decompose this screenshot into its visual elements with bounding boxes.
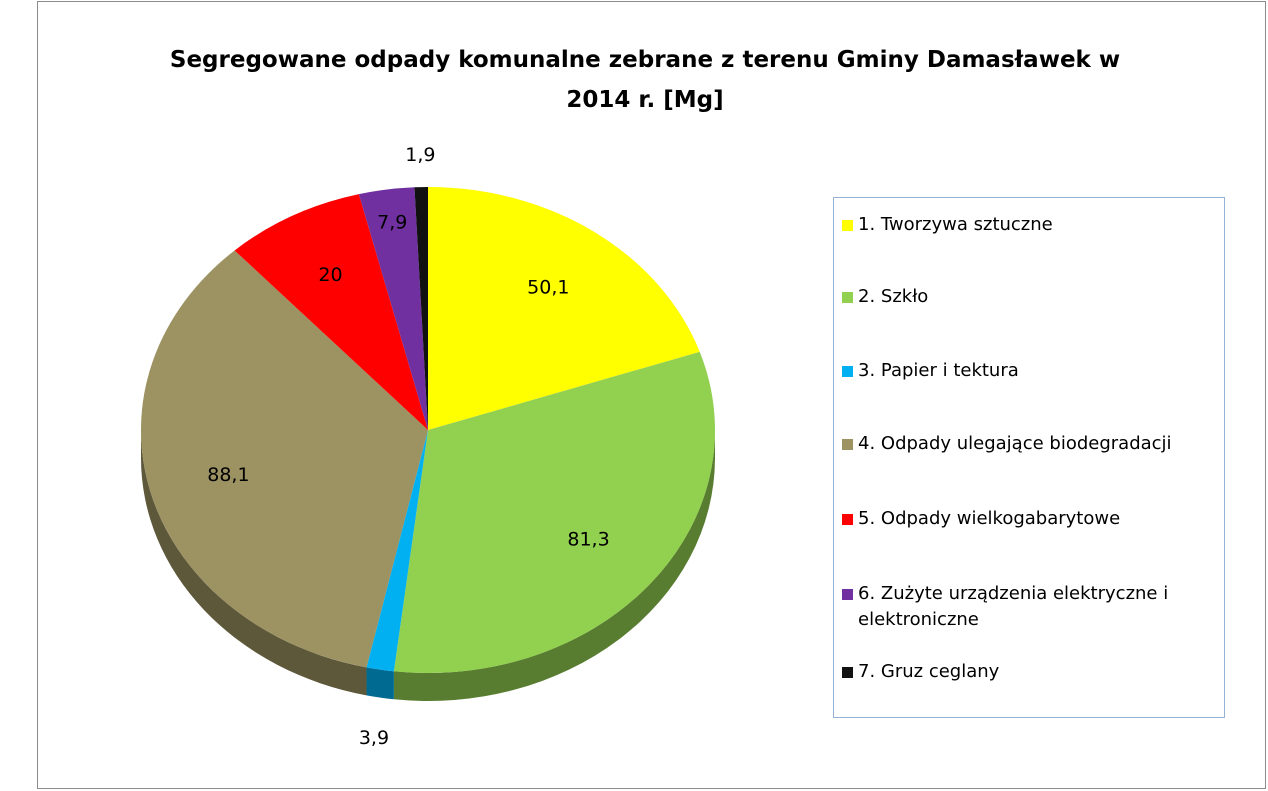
pie-sides (141, 430, 715, 701)
legend: 1. Tworzywa sztuczne 2. Szkło 3. Papier i … (833, 197, 1225, 718)
chart-title: Segregowane odpady komunalne zebrane z t… (169, 47, 1121, 113)
data-label: 20 (318, 264, 342, 286)
data-label: 3,9 (359, 727, 389, 749)
legend-item: 1. Tworzywa sztuczne (842, 212, 1217, 238)
legend-label: 2. Szkło (858, 286, 929, 307)
legend-label: 5. Odpady wielkogabarytowe (858, 508, 1121, 529)
legend-label: 1. Tworzywa sztuczne (858, 214, 1053, 235)
pie-slice (414, 187, 428, 430)
legend-swatch (842, 589, 853, 600)
legend-item: 6. Zużyte urządzenia elektryczne i elekt… (842, 581, 1217, 633)
pie-slice (234, 194, 428, 430)
legend-label: 3. Papier i tektura (858, 360, 1019, 381)
legend-swatch (842, 439, 853, 450)
data-label: 1,9 (405, 144, 435, 166)
legend-label: 7. Gruz ceglany (858, 661, 1000, 682)
pie-side (141, 430, 367, 696)
data-label: 7,9 (377, 212, 407, 234)
legend-swatch (842, 514, 853, 525)
data-label: 50,1 (527, 276, 569, 298)
data-label: 81,3 (567, 529, 609, 551)
legend-swatch (842, 292, 853, 303)
pie-slice (428, 187, 700, 430)
pie-slice (140, 250, 428, 668)
legend-swatch (842, 220, 853, 231)
pie-slice (393, 351, 715, 673)
pie-slice (358, 187, 428, 430)
chart-frame (37, 1, 1266, 789)
pie-side (393, 430, 715, 701)
legend-swatch (842, 667, 853, 678)
legend-item: 4. Odpady ulegające biodegradacji (842, 431, 1217, 457)
pie-side (366, 667, 394, 700)
legend-item: 5. Odpady wielkogabarytowe (842, 506, 1217, 532)
legend-label: 6. Zużyte urządzenia elektryczne i elekt… (858, 583, 1169, 630)
legend-swatch (842, 366, 853, 377)
data-label: 88,1 (207, 464, 249, 486)
legend-item: 2. Szkło (842, 284, 1217, 310)
pie-slice (366, 430, 428, 672)
legend-label: 4. Odpady ulegające biodegradacji (858, 433, 1172, 454)
legend-item: 7. Gruz ceglany (842, 659, 1217, 685)
legend-item: 3. Papier i tektura (842, 358, 1217, 384)
